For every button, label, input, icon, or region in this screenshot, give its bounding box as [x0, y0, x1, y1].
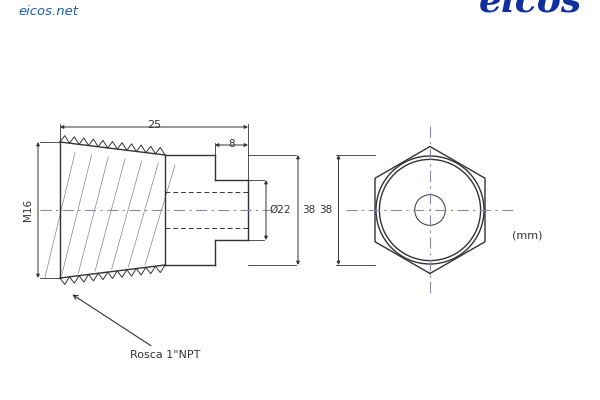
Text: 38: 38 — [302, 205, 315, 215]
Text: Ø22: Ø22 — [269, 205, 290, 215]
Text: (mm): (mm) — [512, 230, 542, 240]
Text: 8: 8 — [228, 139, 235, 149]
Text: 25: 25 — [147, 120, 161, 130]
Text: Rosca 1"NPT: Rosca 1"NPT — [73, 295, 200, 360]
Text: eicos: eicos — [479, 0, 582, 18]
Text: M16: M16 — [23, 199, 33, 221]
Text: 38: 38 — [319, 205, 332, 215]
Text: eicos.net: eicos.net — [18, 5, 78, 18]
